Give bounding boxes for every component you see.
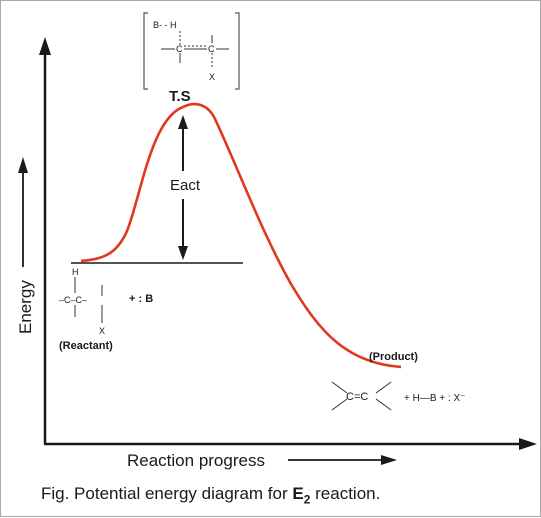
y-axis-label: Energy xyxy=(16,280,35,334)
transition-state-label: T.S xyxy=(169,88,191,105)
product-alkene: C=C xyxy=(346,391,368,403)
figure-caption: Fig. Potential energy diagram for E2 rea… xyxy=(41,484,380,506)
product-byproducts: + H—B + : X⁻ xyxy=(404,393,465,404)
caption-subscript: 2 xyxy=(303,492,311,507)
energy-curve xyxy=(80,102,402,369)
product-bond-lr xyxy=(375,398,392,411)
x-label-arrowhead xyxy=(381,455,397,465)
x-axis-label: Reaction progress xyxy=(127,451,265,470)
ts-carbon-left: C xyxy=(176,44,183,54)
ts-leaving-group: X xyxy=(209,72,215,82)
caption-prefix: Fig. Potential energy diagram for xyxy=(41,484,288,503)
caption-e: E xyxy=(292,484,304,503)
ts-left-bracket xyxy=(143,12,148,90)
product-bond-ul xyxy=(331,381,348,394)
activation-arrowhead-down xyxy=(178,246,188,260)
reactant-chain: –C–C– xyxy=(59,295,87,305)
reactant-base: + : B xyxy=(129,293,153,305)
activation-energy-label: Eact xyxy=(170,177,201,194)
ts-right-bracket xyxy=(235,12,240,90)
product-bond-ll xyxy=(331,398,348,411)
activation-arrowhead-up xyxy=(178,115,188,129)
x-axis-arrowhead xyxy=(519,438,537,450)
ts-carbon-right: C xyxy=(208,44,215,54)
product-bond-ur xyxy=(375,381,392,394)
transition-state-structure: B- - H C C X xyxy=(143,12,240,90)
reactant-structure: H –C–C– X + : B xyxy=(59,267,153,336)
reactant-label: (Reactant) xyxy=(59,340,113,352)
ts-base-bond: B- - H xyxy=(153,20,177,30)
y-axis-arrowhead xyxy=(39,37,51,55)
y-label-arrowhead xyxy=(18,157,28,173)
reactant-leaving-group: X xyxy=(99,326,105,336)
reactant-hydrogen: H xyxy=(72,267,79,277)
caption-suffix: reaction. xyxy=(315,484,381,503)
product-label: (Product) xyxy=(369,351,418,363)
product-structure: C=C + H—B + : X⁻ xyxy=(331,381,465,411)
caption-e2: E2 xyxy=(292,484,311,507)
